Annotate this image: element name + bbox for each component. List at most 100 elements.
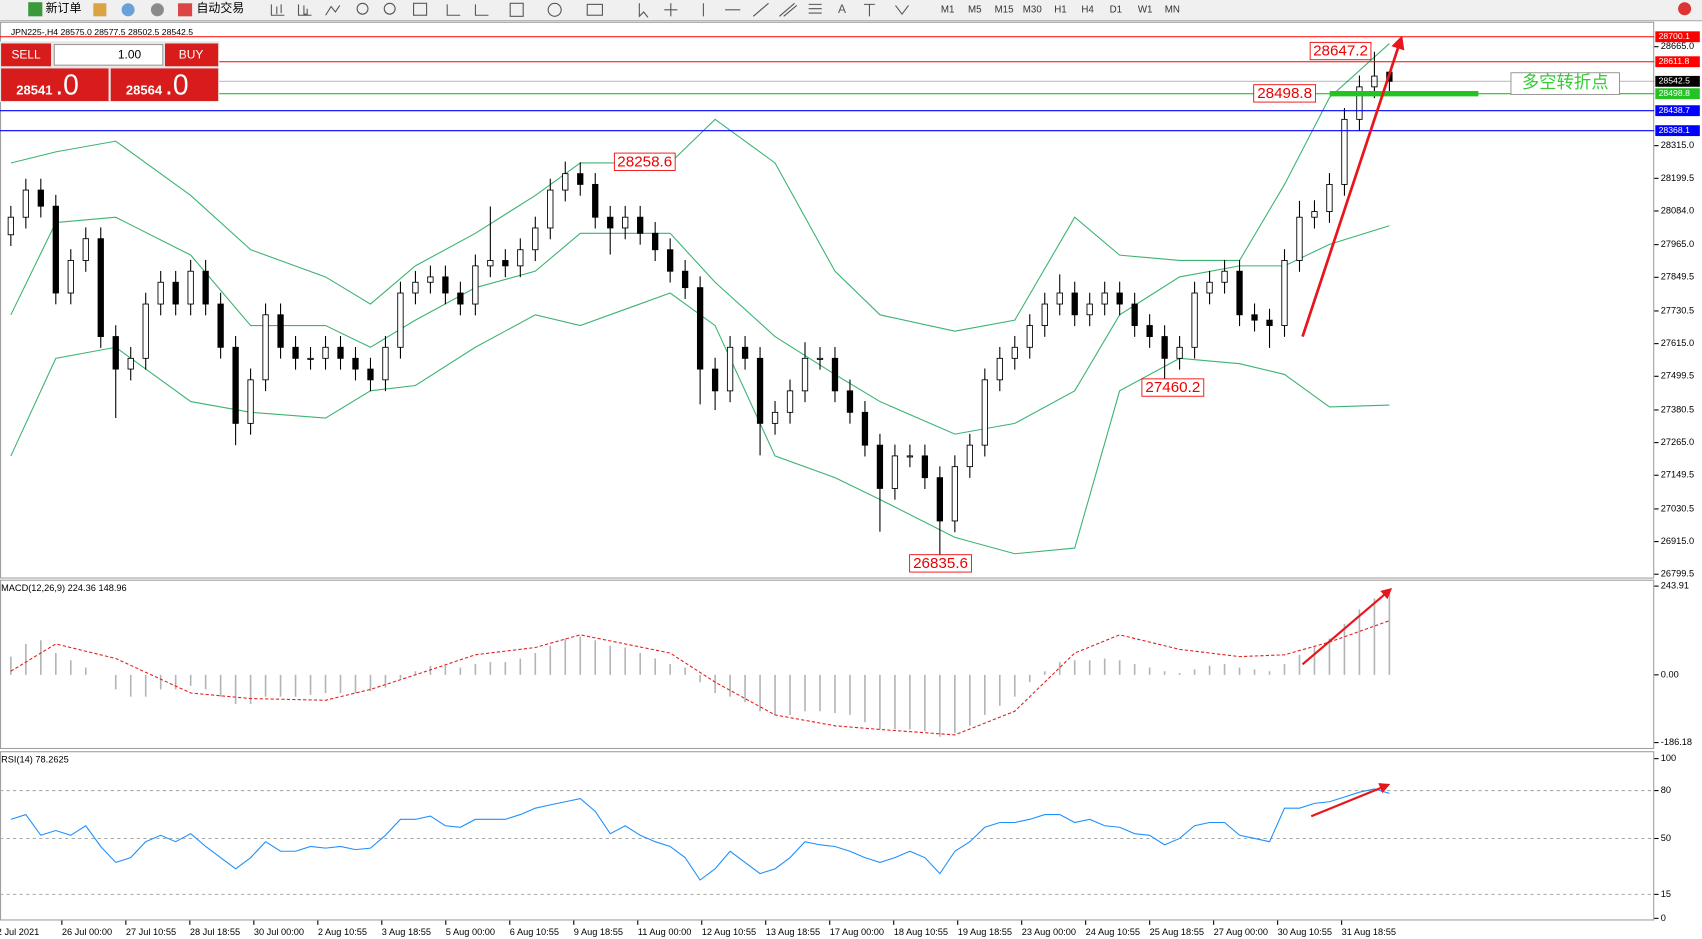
x-tick-label: 2 Aug 10:55: [318, 927, 367, 937]
candle-body: [1176, 346, 1183, 359]
shift[interactable]: [474, 4, 489, 16]
fibo[interactable]: [808, 3, 822, 14]
candle-icon[interactable]: [297, 4, 312, 16]
timeframes: M1 M5 M15 M30 H1 H4 D1 W1 MN: [941, 4, 1180, 15]
templates[interactable]: [586, 3, 603, 16]
lots-input[interactable]: [53, 44, 164, 66]
bid-frac: .0: [55, 68, 79, 100]
candle-body: [22, 189, 29, 218]
candle-body: [157, 281, 164, 305]
candle-body: [1041, 303, 1048, 326]
new-order[interactable]: 新订单: [46, 0, 82, 15]
y-tick-label: 28665.0: [1661, 41, 1694, 51]
candle-body: [562, 173, 569, 191]
auto-trade[interactable]: 自动交易: [196, 0, 244, 15]
timeframe[interactable]: M15: [995, 4, 1015, 15]
arrows[interactable]: [895, 5, 909, 16]
buy-button[interactable]: [164, 43, 219, 67]
candle-body: [936, 477, 944, 522]
tool-icon[interactable]: [93, 3, 107, 17]
annotation-box: [1309, 41, 1372, 61]
tool-icon[interactable]: [121, 3, 135, 17]
annotation: 28647.2: [1313, 43, 1368, 60]
candle-body: [667, 249, 674, 272]
tool-icon[interactable]: [150, 3, 164, 17]
annotation-box: [1141, 378, 1205, 397]
candle-body: [1296, 216, 1303, 261]
x-tick-label: 25 Aug 18:55: [1150, 927, 1204, 937]
candle-body: [801, 357, 809, 392]
candle-body: [1311, 211, 1318, 218]
x-tick-label: 5 Aug 00:00: [446, 927, 495, 937]
trendline[interactable]: [752, 2, 769, 17]
candle-body: [861, 411, 869, 446]
auto-trade-icon[interactable]: [178, 3, 193, 17]
x-tick-label: 12 Aug 10:55: [702, 927, 756, 937]
crosshair[interactable]: [664, 3, 678, 17]
candle-body: [172, 281, 179, 305]
candle-body: [711, 368, 719, 392]
periods[interactable]: [547, 2, 562, 17]
zoom-in[interactable]: [356, 2, 369, 15]
level-tag: [1655, 75, 1700, 87]
candle-body: [816, 357, 824, 360]
timeframe[interactable]: MN: [1165, 4, 1180, 15]
alert-icon[interactable]: [1678, 2, 1692, 16]
candle-body: [232, 346, 239, 424]
timeframe[interactable]: H4: [1081, 4, 1094, 15]
timeframe[interactable]: M1: [941, 4, 955, 15]
candle-body: [187, 270, 194, 305]
timeframe[interactable]: M30: [1023, 4, 1043, 15]
candle-body: [1011, 346, 1018, 359]
candle-body: [367, 368, 374, 381]
candle-body: [487, 260, 494, 267]
text-tool[interactable]: A: [838, 2, 846, 16]
candle-body: [7, 216, 15, 236]
bid-box[interactable]: [1, 68, 109, 101]
toolbar: [0, 0, 1702, 21]
candle-body: [1281, 260, 1288, 326]
ask-box[interactable]: [110, 68, 219, 101]
channel[interactable]: [779, 2, 798, 17]
candle-body: [906, 455, 914, 458]
annotation: 27460.2: [1145, 379, 1200, 396]
candle-body: [1326, 183, 1333, 212]
annotation-box: [1510, 72, 1620, 95]
x-tick-label: 18 Aug 10:55: [894, 927, 948, 937]
ask-frac: .0: [165, 68, 189, 100]
foreground: SELL 1.00 BUY 28541 .0 28564 .0: [0, 35, 1405, 818]
y-tick-label: 27030.5: [1661, 503, 1694, 513]
indicators[interactable]: [509, 2, 524, 17]
sell-button[interactable]: [1, 43, 52, 67]
x-tick-label: 13 Aug 18:55: [766, 927, 820, 937]
level-tag: [1655, 56, 1700, 68]
candle-body: [547, 189, 554, 229]
buy-label: BUY: [179, 48, 204, 62]
bar-chart-icon[interactable]: [270, 4, 285, 16]
candle-body: [577, 173, 584, 185]
timeframe[interactable]: H1: [1054, 4, 1066, 15]
level-tag: [1655, 31, 1700, 43]
x-tick-label: 9 Aug 18:55: [574, 927, 623, 937]
x-tick-label: 30 Aug 10:55: [1278, 927, 1332, 937]
x-tick-label: 24 Aug 10:55: [1086, 927, 1140, 937]
candle-body: [1251, 314, 1258, 321]
candle-body: [891, 455, 899, 489]
timeframe[interactable]: W1: [1138, 4, 1153, 15]
candle-body: [681, 270, 689, 289]
level-label: 28438.7: [1659, 105, 1691, 115]
timeframe[interactable]: D1: [1110, 4, 1122, 15]
timeframe[interactable]: M5: [968, 4, 982, 15]
signal-line: [10, 620, 1390, 736]
line-icon[interactable]: [325, 5, 341, 16]
main-panel: [0, 21, 1655, 579]
tile[interactable]: [413, 2, 428, 16]
x-tick-label: 2 Jul 2021: [0, 927, 39, 937]
cursor[interactable]: [638, 3, 649, 18]
candle-body: [592, 183, 599, 218]
label[interactable]: [864, 3, 875, 17]
level-tag: [1655, 125, 1700, 137]
new-order-icon[interactable]: [28, 2, 43, 17]
zoom-out[interactable]: [383, 2, 396, 15]
scroll[interactable]: [446, 4, 461, 16]
